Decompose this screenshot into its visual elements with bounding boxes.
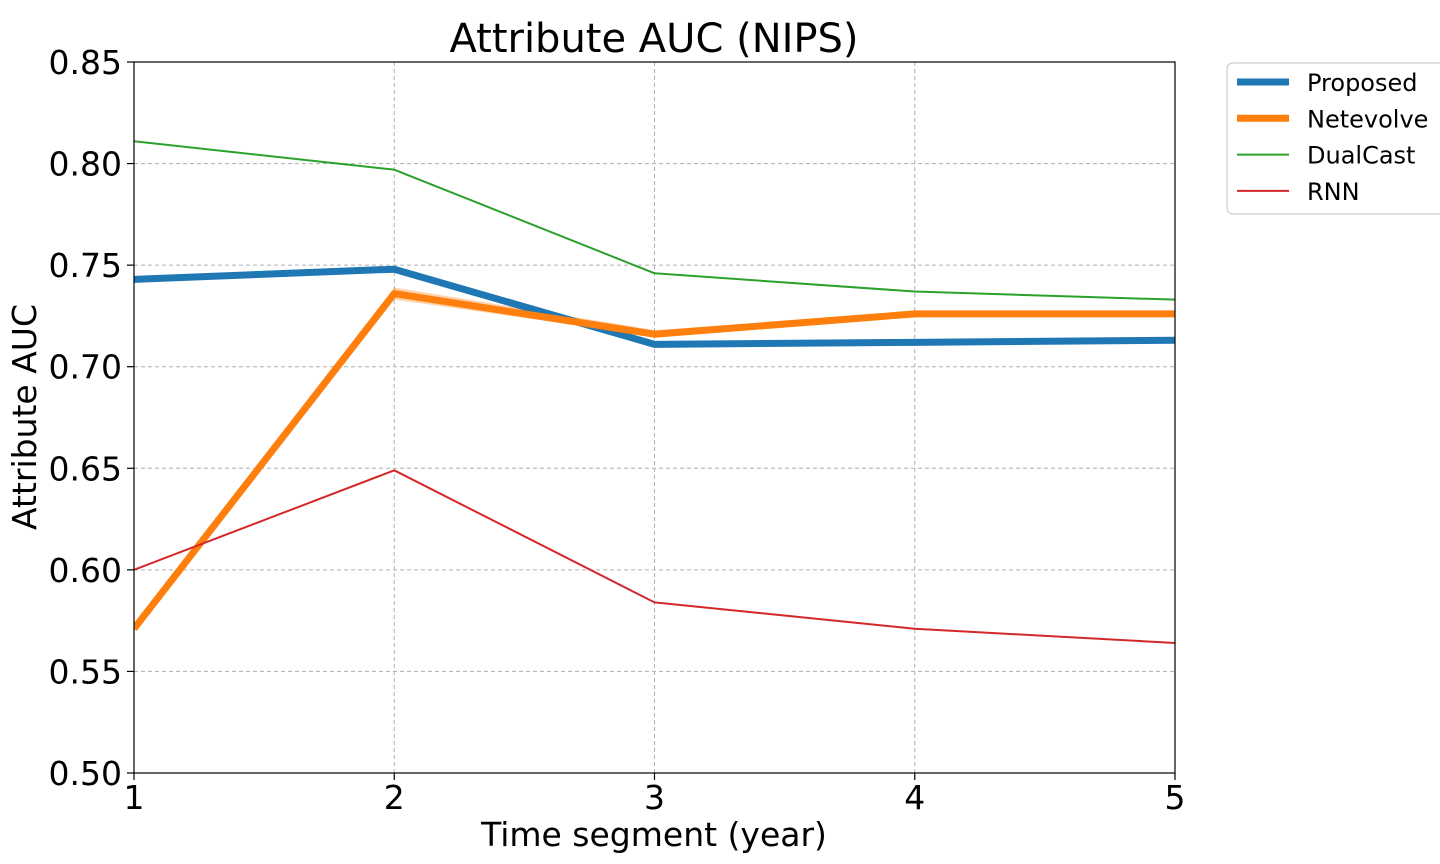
y-tick-label-0.70: 0.70 xyxy=(49,348,122,387)
x-tick-label-5: 5 xyxy=(1165,778,1186,817)
series-line-rnn xyxy=(134,469,1175,644)
y-tick-label-0.75: 0.75 xyxy=(49,246,122,285)
y-tick-label-0.55: 0.55 xyxy=(49,652,122,691)
x-axis-ticks: 1 2 3 4 5 xyxy=(124,773,1186,817)
legend-frame xyxy=(1226,62,1440,215)
series-lines xyxy=(134,140,1175,644)
grid-lines xyxy=(133,61,1176,774)
legend-label-netevolve: Netevolve xyxy=(1307,105,1428,133)
y-tick-label-0.50: 0.50 xyxy=(49,754,122,793)
y-tick-label-0.80: 0.80 xyxy=(49,145,122,184)
series-line-netevolve xyxy=(134,290,1175,631)
legend: Proposed Netevolve DualCast RNN xyxy=(1226,62,1440,215)
x-tick-label-4: 4 xyxy=(904,778,925,817)
y-axis-label: Attribute AUC xyxy=(5,304,44,530)
y-tick-label-0.60: 0.60 xyxy=(49,551,122,590)
chart-title: Attribute AUC (NIPS) xyxy=(449,16,858,62)
x-axis-label: Time segment (year) xyxy=(480,815,827,854)
y-tick-label-0.85: 0.85 xyxy=(49,43,122,82)
x-tick-label-1: 1 xyxy=(124,778,145,817)
series-line-proposed xyxy=(134,265,1175,348)
y-axis-ticks: 0.50 0.55 0.60 0.65 0.70 0.75 0.80 0.85 xyxy=(49,43,134,793)
legend-label-dualcast: DualCast xyxy=(1307,142,1415,170)
y-tick-label-0.65: 0.65 xyxy=(49,449,122,488)
legend-label-proposed: Proposed xyxy=(1307,69,1418,97)
x-tick-label-3: 3 xyxy=(644,778,665,817)
x-tick-label-2: 2 xyxy=(384,778,405,817)
series-line-dualcast xyxy=(134,140,1175,301)
legend-label-rnn: RNN xyxy=(1307,178,1360,206)
